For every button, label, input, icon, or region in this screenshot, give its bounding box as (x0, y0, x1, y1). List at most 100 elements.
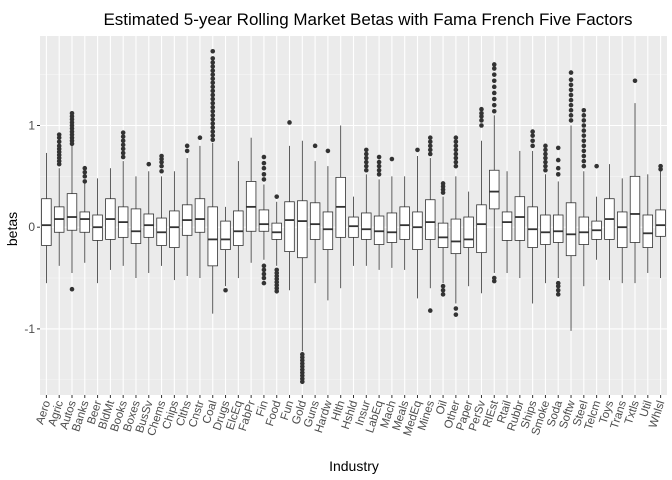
box-oil (437, 181, 449, 297)
box-boxes (130, 176, 142, 279)
box-body (41, 198, 52, 246)
box-body (617, 211, 628, 248)
outlier-point (210, 104, 216, 110)
outlier-point (581, 158, 587, 164)
outlier-point (568, 77, 574, 83)
box-coal (207, 48, 218, 314)
outlier-point (376, 154, 382, 160)
box-steel (578, 107, 590, 287)
outlier-point (210, 88, 216, 94)
outlier-point (210, 108, 216, 114)
outlier-point (581, 138, 587, 144)
box-hlth (335, 125, 346, 289)
outlier-point (530, 133, 535, 138)
outlier-point (479, 118, 484, 123)
outlier-point (581, 133, 587, 138)
outlier-point (491, 96, 497, 102)
outlier-point (543, 147, 548, 153)
outlier-point (312, 143, 318, 149)
box-agric (53, 132, 65, 266)
outlier-point (261, 271, 267, 277)
box-toys (604, 164, 615, 281)
x-axis-label: Industry (329, 458, 379, 474)
outlier-point (491, 78, 497, 84)
box-body (476, 204, 487, 254)
outlier-point (543, 151, 548, 157)
outlier-point (363, 151, 369, 157)
outlier-point (491, 102, 497, 108)
outlier-point (491, 66, 497, 71)
outlier-point (363, 167, 369, 173)
box-util (642, 174, 654, 273)
box-bussv (143, 161, 154, 273)
outlier-point (427, 308, 433, 313)
outlier-point (82, 179, 88, 184)
box-body (284, 201, 295, 253)
outlier-point (632, 78, 638, 84)
y-axis: -1 0 1 (24, 118, 40, 336)
outlier-point (427, 135, 433, 140)
outlier-point (453, 306, 459, 311)
outlier-point (491, 72, 497, 77)
outlier-point (82, 165, 88, 171)
box-body (79, 211, 90, 233)
y-axis-label: betas (4, 212, 20, 246)
box-body (450, 218, 462, 255)
outlier-point (543, 159, 548, 165)
box-body (527, 206, 538, 248)
outlier-point (210, 133, 216, 138)
outlier-point (197, 135, 203, 140)
outlier-point (261, 154, 267, 160)
outlier-point (453, 159, 459, 165)
outlier-point (453, 163, 459, 169)
outlier-point (210, 68, 216, 73)
outlier-point (427, 139, 433, 145)
outlier-point (274, 194, 280, 199)
outlier-point (261, 165, 267, 171)
outlier-point (427, 147, 433, 153)
outlier-point (555, 157, 561, 163)
outlier-point (184, 143, 190, 149)
outlier-point (453, 143, 459, 149)
outlier-point (261, 172, 267, 177)
outlier-point (427, 151, 433, 157)
outlier-point (581, 113, 587, 118)
outlier-point (363, 159, 369, 165)
box-food (271, 194, 282, 294)
outlier-point (543, 143, 548, 149)
box-body (233, 210, 244, 246)
outlier-point (453, 155, 459, 161)
outlier-point (120, 146, 126, 152)
box-body (437, 222, 449, 248)
box-books (117, 130, 129, 266)
box-body (578, 216, 590, 245)
outlier-point (210, 64, 216, 69)
outlier-point (581, 163, 587, 169)
box-mines (425, 135, 436, 313)
box-insur (361, 147, 372, 266)
outlier-point (210, 129, 216, 134)
outlier-point (491, 108, 497, 114)
box-body (322, 211, 334, 250)
outlier-point (543, 155, 548, 161)
outlier-point (440, 292, 446, 297)
box-body (386, 212, 398, 243)
outlier-point (427, 143, 433, 149)
outlier-point (568, 82, 574, 88)
box-cnstr (194, 135, 206, 279)
outlier-point (120, 154, 126, 160)
box-fabpr (245, 137, 257, 263)
outlier-point (146, 161, 152, 167)
outlier-point (376, 172, 382, 177)
box-chems (156, 153, 167, 266)
box-body (309, 202, 321, 240)
box-ships (527, 129, 538, 304)
outlier-point (453, 147, 459, 153)
box-telcm (591, 163, 602, 260)
outlier-point (555, 287, 561, 293)
box-softw (565, 70, 577, 331)
box-body (66, 193, 78, 231)
outlier-point (210, 60, 216, 65)
box-body (514, 196, 526, 241)
box-series (41, 48, 666, 385)
